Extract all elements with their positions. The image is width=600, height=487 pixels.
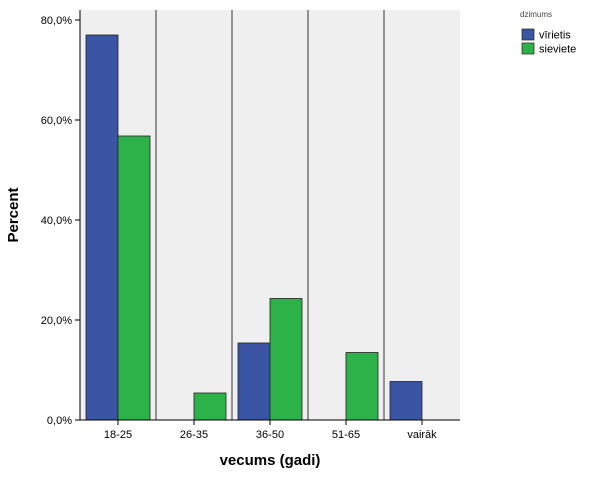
- bar-virietis-4: [389, 381, 423, 421]
- bar-virietis-2: [237, 342, 271, 421]
- legend-swatch-0: [521, 28, 535, 41]
- bar-sieviete-1: [193, 392, 227, 421]
- x-axis-label: vecums (gadi): [220, 452, 321, 469]
- x-tick-label: 26-35: [180, 429, 208, 441]
- bar-sieviete-0: [117, 135, 151, 421]
- legend-label-0: vīrietis: [539, 30, 571, 42]
- x-tick-label: 51-65: [332, 429, 360, 441]
- y-tick-label: 80,0%: [41, 15, 72, 27]
- y-tick-label: 0,0%: [47, 415, 72, 427]
- x-tick-label: 18-25: [104, 429, 132, 441]
- bar-sieviete-3: [345, 352, 379, 421]
- x-tick-label: 36-50: [256, 429, 284, 441]
- bar-sieviete-2: [269, 298, 303, 421]
- y-axis-label: Percent: [5, 187, 22, 242]
- x-tick-label: vairāk: [407, 429, 437, 441]
- y-tick-label: 20,0%: [41, 315, 72, 327]
- legend: dzimums vīrietis sieviete: [520, 10, 576, 56]
- legend-swatch-1: [521, 42, 535, 55]
- legend-label-1: sieviete: [539, 44, 576, 56]
- bar-virietis-0: [85, 34, 119, 421]
- y-tick-label: 40,0%: [41, 215, 72, 227]
- legend-title: dzimums: [520, 10, 552, 19]
- y-tick-label: 60,0%: [41, 115, 72, 127]
